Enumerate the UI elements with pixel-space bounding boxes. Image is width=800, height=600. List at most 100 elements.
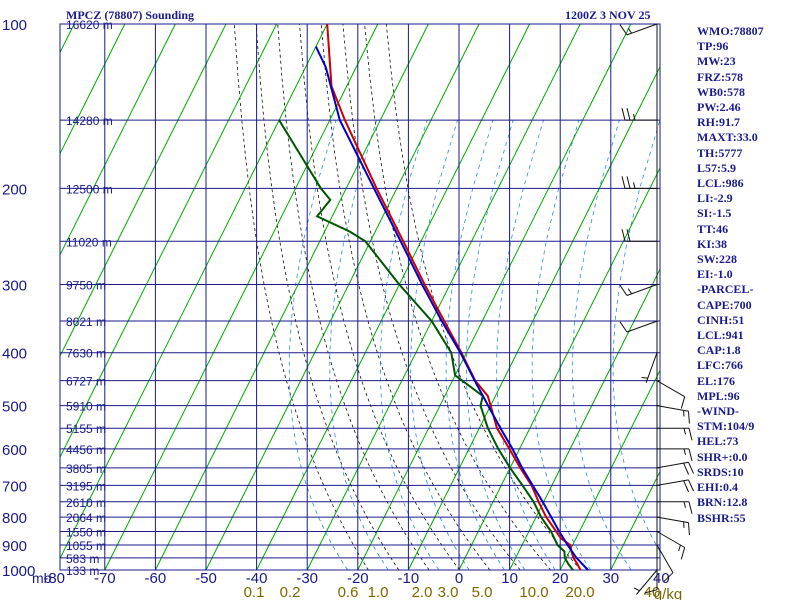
index-item: LCL:941 — [697, 328, 744, 343]
index-item: -PARCEL- — [697, 282, 754, 297]
y-axis-unit-label: mb — [32, 570, 52, 586]
mixing-ratio-label: 3.0 — [438, 584, 459, 600]
isotherms — [59, 23, 661, 571]
pressure-tick-label: 800 — [2, 510, 27, 527]
height-level-label: 14280 m — [66, 114, 113, 128]
index-item: FRZ:578 — [697, 69, 743, 84]
temperature-tick-label: -80 — [43, 570, 65, 587]
mixing-ratio-line — [612, 119, 661, 552]
parcel-line — [314, 46, 589, 571]
temperature-tick-label: 20 — [552, 570, 569, 587]
moist-adiabat — [277, 23, 430, 571]
index-item: MAXT:33.0 — [697, 130, 758, 145]
isotherm-line — [509, 268, 661, 571]
height-level-label: 5155 m — [66, 422, 106, 436]
index-item: SHR+:0.0 — [697, 449, 748, 464]
pressure-tick-label: 200 — [2, 181, 27, 198]
wind-barb — [641, 352, 658, 383]
dewpoint-line — [278, 119, 574, 571]
temperature-tick-label: -10 — [398, 570, 420, 587]
index-item: L57:5.9 — [697, 160, 736, 175]
index-item: SI:-1.5 — [697, 206, 732, 221]
temperature-tick-label: -20 — [347, 570, 369, 587]
wind-barb — [619, 284, 658, 296]
moist-adiabat — [385, 23, 582, 571]
isotherm-line — [59, 23, 278, 458]
wind-barb — [656, 479, 695, 493]
mixing-ratio-label: 20.0 — [565, 584, 594, 600]
wind-barb — [656, 516, 690, 536]
mixing-ratio-line — [572, 119, 632, 571]
height-level-label: 4456 m — [66, 443, 106, 457]
pressure-tick-label: 300 — [2, 278, 27, 295]
index-item: TP:96 — [697, 39, 729, 54]
temperature-tick-label: 30 — [602, 570, 619, 587]
index-item: MW:23 — [697, 54, 736, 69]
mixing-ratio-line — [496, 119, 556, 571]
height-level-label: 16620 m — [66, 18, 113, 32]
wind-barbs — [619, 23, 695, 595]
wind-barb — [657, 427, 693, 441]
wind-barb — [644, 557, 658, 594]
index-item: SRDS:10 — [697, 464, 744, 479]
wind-barb — [621, 176, 657, 189]
height-level-label: 8621 m — [66, 315, 106, 329]
temperature-tick-label: -70 — [94, 570, 116, 587]
index-item: LI:-2.9 — [697, 191, 733, 206]
isotherm-line — [559, 370, 661, 571]
index-item: CAP:1.8 — [697, 343, 741, 358]
mixing-ratio-label: 5.0 — [472, 584, 493, 600]
mixing-ratio-label: 10.0 — [519, 584, 548, 600]
wind-barb — [633, 569, 658, 595]
height-level-label: 3195 m — [66, 479, 106, 493]
index-item: TT:46 — [697, 221, 729, 236]
isotherm-line — [59, 23, 176, 256]
isotherm-line — [205, 23, 480, 571]
height-level-label: 6727 m — [66, 375, 106, 389]
index-item: TH:5777 — [697, 145, 743, 160]
height-level-label: 12500 m — [66, 182, 113, 196]
wind-barb — [656, 405, 690, 424]
index-item: HEL:73 — [697, 434, 739, 449]
mixing-ratio-label: 40 — [644, 584, 661, 600]
height-level-label: 1550 m — [66, 525, 106, 539]
isotherm-line — [407, 66, 661, 571]
index-item: EI:-1.0 — [697, 267, 733, 282]
height-level-label: 9750 m — [66, 279, 106, 293]
sounding-datetime: 1200Z 3 NOV 25 — [565, 8, 651, 22]
mixing-ratio-label: 0.2 — [280, 584, 301, 600]
mixing-ratio-lines — [288, 119, 661, 571]
height-level-label: 583 m — [66, 552, 99, 566]
index-item: EL:176 — [697, 373, 736, 388]
wind-barb — [656, 461, 695, 475]
mixing-ratio-line — [329, 119, 389, 571]
wind-barb — [621, 229, 657, 242]
temperature-line — [326, 23, 582, 571]
temperature-tick-label: -40 — [246, 570, 268, 587]
index-item: WB0:578 — [697, 84, 745, 99]
moist-adiabat — [255, 23, 400, 571]
wind-barb — [657, 448, 693, 462]
isotherm-line — [59, 23, 227, 357]
isotherm-line — [458, 167, 661, 571]
pressure-tick-label: 500 — [2, 399, 27, 416]
index-item: LFC:766 — [697, 358, 743, 373]
isotherm-line — [610, 471, 661, 571]
wind-barb — [657, 501, 693, 514]
sounding-title: MPCZ (78807) Sounding — [66, 8, 195, 22]
pressure-tick-label: 1000 — [2, 563, 35, 580]
index-item: WMO:78807 — [697, 24, 764, 38]
wind-barb — [656, 531, 686, 560]
mixing-ratio-line — [380, 119, 440, 571]
moist-adiabat — [364, 23, 551, 571]
mixing-ratio-label: 2.0 — [412, 584, 433, 600]
temperature-tick-label: 10 — [501, 570, 518, 587]
wind-barb — [656, 544, 674, 582]
height-level-label: 1055 m — [66, 539, 106, 553]
isotherm-line — [104, 23, 379, 571]
isotherm-line — [59, 23, 75, 53]
isobars — [59, 23, 661, 571]
height-level-label: 133 m — [66, 564, 99, 578]
